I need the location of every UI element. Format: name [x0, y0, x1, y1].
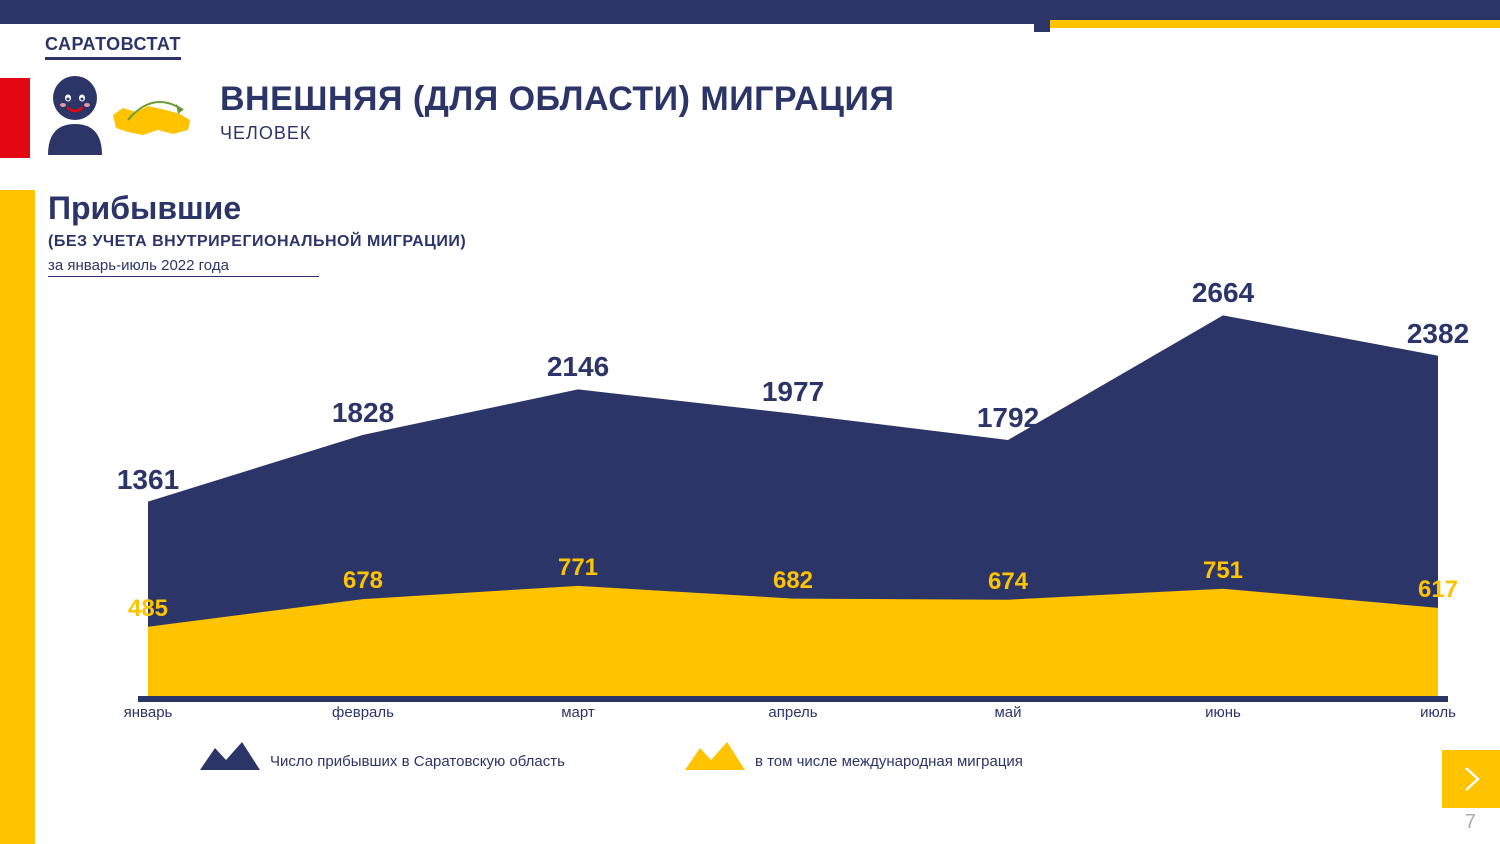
data-label-international: 771 [558, 554, 598, 582]
data-label-international: 674 [988, 568, 1028, 596]
migration-area-chart: 1361485январь1828678февраль2146771март19… [138, 296, 1448, 696]
page-number: 7 [1465, 811, 1476, 834]
top-accent-square [1034, 16, 1050, 32]
data-label-total: 1828 [332, 397, 394, 429]
data-label-total: 2146 [547, 351, 609, 383]
side-red-block [0, 78, 30, 158]
page-subtitle: ЧЕЛОВЕК [220, 123, 894, 144]
legend-item-international: в том числе международная миграция [685, 740, 1023, 770]
data-label-international: 682 [773, 567, 813, 595]
x-axis-label: июль [1420, 704, 1456, 721]
x-axis-label: май [994, 704, 1021, 721]
data-label-international: 678 [343, 567, 383, 595]
next-button[interactable] [1442, 750, 1500, 808]
x-axis-label: январь [124, 704, 173, 721]
section-title: Прибывшие [48, 190, 1455, 227]
data-label-total: 1792 [977, 402, 1039, 434]
mountain-icon [200, 740, 260, 770]
period-label: за январь-июль 2022 года [48, 257, 319, 277]
data-label-total: 1977 [762, 376, 824, 408]
top-accent-yellow [1050, 20, 1500, 28]
x-axis-label: апрель [768, 704, 817, 721]
chart-legend: Число прибывших в Саратовскую область в … [200, 740, 1400, 770]
x-axis-label: март [561, 704, 595, 721]
legend-label-international: в том числе международная миграция [755, 753, 1023, 770]
legend-label-total: Число прибывших в Саратовскую область [270, 753, 565, 770]
section-note: (БЕЗ УЧЕТА ВНУТРИРЕГИОНАЛЬНОЙ МИГРАЦИИ) [48, 233, 1455, 251]
x-axis-label: февраль [332, 704, 394, 721]
data-label-international: 751 [1203, 557, 1243, 585]
mountain-icon [685, 740, 745, 770]
x-axis-label: июнь [1205, 704, 1241, 721]
title-block: ВНЕШНЯЯ (ДЛЯ ОБЛАСТИ) МИГРАЦИЯ ЧЕЛОВЕК [220, 80, 894, 144]
section-header: Прибывшие (БЕЗ УЧЕТА ВНУТРИРЕГИОНАЛЬНОЙ … [48, 190, 1455, 277]
left-yellow-strip [0, 190, 35, 844]
org-label: САРАТОВСТАТ [45, 34, 181, 60]
data-label-total: 2382 [1407, 318, 1469, 350]
page-title: ВНЕШНЯЯ (ДЛЯ ОБЛАСТИ) МИГРАЦИЯ [220, 80, 894, 119]
chevron-right-icon [1456, 764, 1486, 794]
data-label-total: 1361 [117, 464, 179, 496]
legend-item-total: Число прибывших в Саратовскую область [200, 740, 565, 770]
data-label-international: 617 [1418, 576, 1458, 604]
data-label-total: 2664 [1192, 277, 1254, 309]
data-label-international: 485 [128, 595, 168, 623]
person-map-icon [40, 70, 200, 160]
